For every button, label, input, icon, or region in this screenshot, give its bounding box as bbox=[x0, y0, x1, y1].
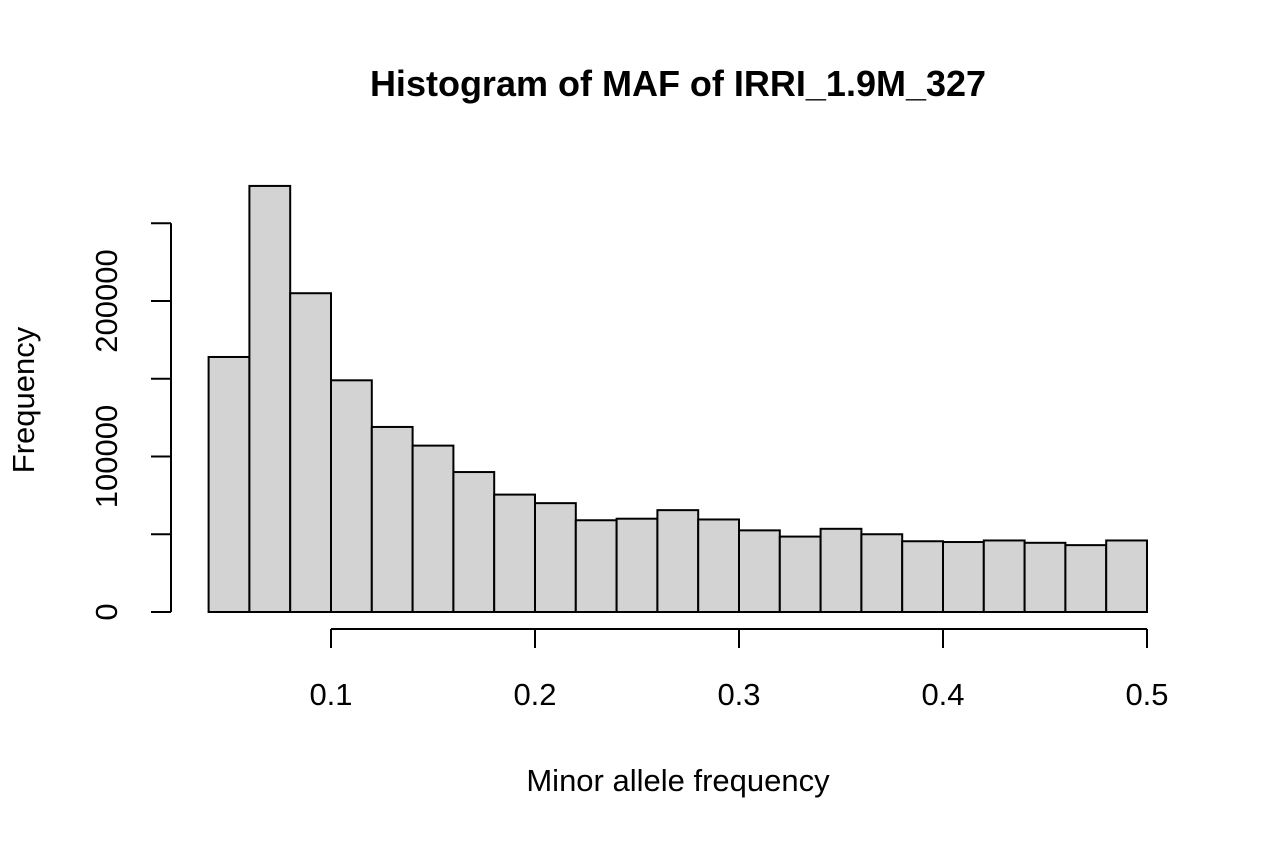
x-axis-label: Minor allele frequency bbox=[526, 763, 830, 798]
histogram-bar bbox=[411, 444, 455, 613]
histogram-bar bbox=[493, 493, 537, 613]
x-tick-label: 0.5 bbox=[1125, 677, 1168, 712]
histogram-bar bbox=[819, 527, 863, 613]
histogram-bar bbox=[1064, 544, 1108, 614]
histogram-bar bbox=[615, 517, 659, 614]
histogram-bar bbox=[656, 509, 700, 613]
histogram-bar bbox=[901, 540, 945, 613]
histogram-bar bbox=[697, 518, 741, 613]
histogram-bar bbox=[248, 184, 292, 613]
histogram-bar bbox=[738, 529, 781, 613]
histogram-bar bbox=[330, 379, 373, 613]
x-tick-label: 0.2 bbox=[513, 677, 556, 712]
histogram-bar bbox=[534, 502, 577, 613]
y-axis: 0 100000 200000 bbox=[89, 222, 172, 621]
y-axis-label: Frequency bbox=[6, 326, 41, 473]
chart-title: Histogram of MAF of IRRI_1.9M_327 bbox=[370, 63, 986, 104]
histogram-bar bbox=[778, 535, 822, 614]
histogram-bar bbox=[289, 292, 333, 613]
x-tick-label: 0.3 bbox=[717, 677, 760, 712]
y-tick-label: 0 bbox=[89, 603, 124, 620]
x-axis: 0.1 0.2 0.3 0.4 0.5 bbox=[309, 628, 1169, 712]
bars-group bbox=[207, 184, 1148, 614]
histogram-bar bbox=[982, 539, 1026, 613]
histogram-bar bbox=[370, 425, 414, 613]
histogram-bar bbox=[574, 519, 618, 614]
histogram-bar bbox=[1023, 541, 1067, 613]
histogram-bar bbox=[452, 471, 496, 613]
histogram-bar bbox=[860, 533, 904, 613]
y-tick-label: 100000 bbox=[89, 405, 124, 508]
histogram-bar bbox=[207, 355, 251, 614]
x-tick-label: 0.4 bbox=[921, 677, 964, 712]
histogram-bar bbox=[942, 541, 985, 614]
histogram-bar bbox=[1105, 539, 1148, 613]
y-tick-label: 200000 bbox=[89, 249, 124, 352]
x-tick-label: 0.1 bbox=[309, 677, 352, 712]
